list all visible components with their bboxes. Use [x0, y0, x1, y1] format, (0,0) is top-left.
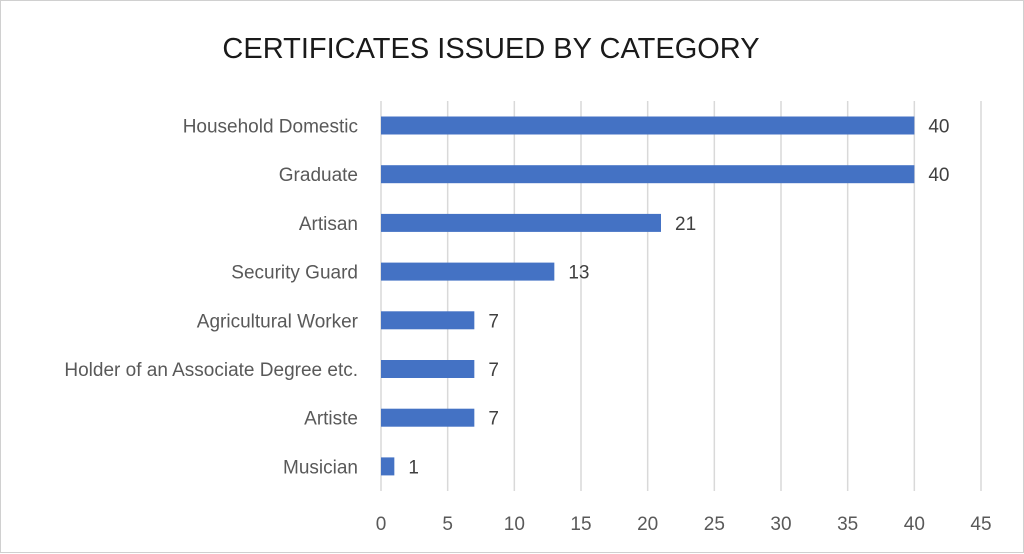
- x-tick-label: 5: [442, 514, 453, 535]
- x-tick-label: 40: [904, 514, 925, 535]
- x-tick-label: 15: [570, 514, 591, 535]
- bar: [381, 408, 475, 427]
- bar: [381, 360, 475, 378]
- data-label: 1: [408, 457, 419, 478]
- x-tick-label: 20: [637, 514, 658, 535]
- category-label: Security Guard: [231, 263, 358, 284]
- category-label: Artiste: [304, 409, 358, 430]
- category-label: Holder of an Associate Degree etc.: [64, 360, 358, 381]
- data-label: 7: [488, 409, 499, 430]
- bar: [381, 165, 915, 184]
- bar-layer: [381, 116, 915, 476]
- bar: [381, 213, 661, 232]
- category-label: Household Domestic: [183, 117, 358, 138]
- data-label: 7: [488, 360, 499, 381]
- category-label: Artisan: [299, 214, 358, 235]
- bar: [381, 311, 475, 330]
- data-label: 40: [928, 117, 949, 138]
- x-tick-label: 30: [770, 514, 791, 535]
- bar: [381, 262, 555, 281]
- chart-title: CERTIFICATES ISSUED BY CATEGORY: [222, 33, 759, 65]
- category-label: Musician: [283, 457, 358, 478]
- x-tick-label: 35: [837, 514, 858, 535]
- x-tick-label: 45: [970, 514, 991, 535]
- data-label: 7: [488, 311, 499, 332]
- data-label: 13: [568, 263, 589, 284]
- category-label: Graduate: [279, 165, 358, 186]
- data-label: 21: [675, 214, 696, 235]
- x-tick-label: 0: [376, 514, 387, 535]
- category-label: Agricultural Worker: [197, 311, 359, 332]
- bar: [381, 457, 395, 476]
- x-tick-label: 25: [704, 514, 725, 535]
- grid-layer: [380, 101, 982, 491]
- bar: [381, 116, 915, 135]
- data-label: 40: [928, 165, 949, 186]
- label-layer: 0 5 10 15 20 25 30 35 40 45 Household Domestic 40 Gr…: [64, 117, 991, 536]
- x-tick-label: 10: [504, 514, 525, 535]
